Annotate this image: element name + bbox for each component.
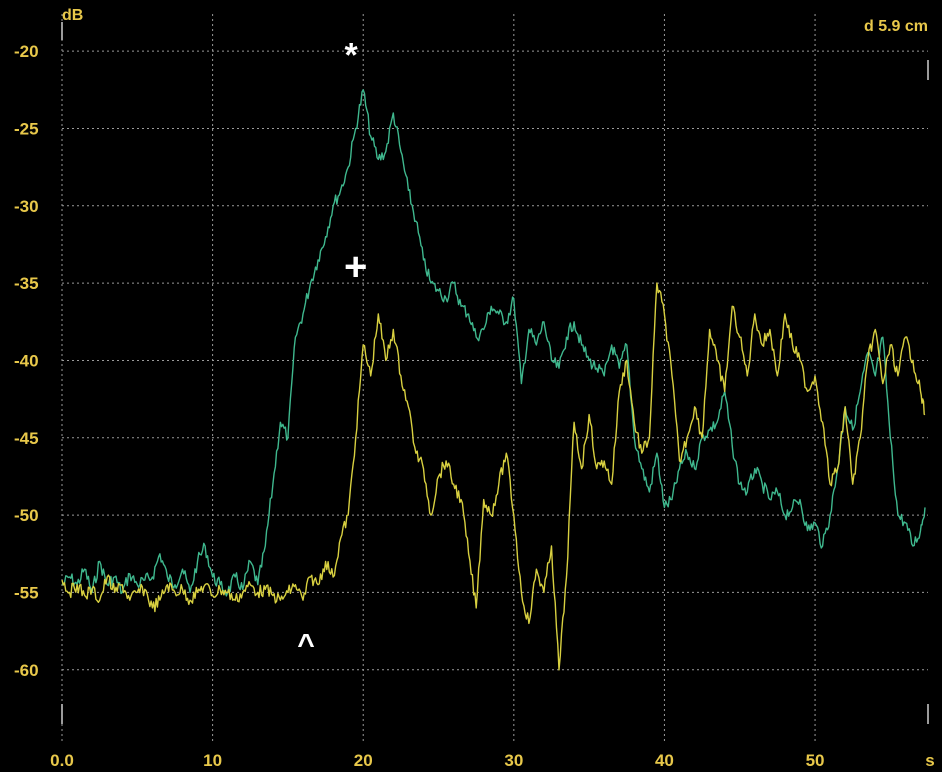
annotation-marker: * — [345, 37, 359, 75]
grid — [61, 14, 928, 744]
x-tick-label: 10 — [203, 751, 222, 770]
x-tick-label: 20 — [354, 751, 373, 770]
y-tick-label: -45 — [14, 429, 39, 448]
axes: dB d 5.9 cm -20 -25 -30 -35 -40 -45 -50 -55 -60 0… — [14, 7, 935, 770]
y-tick-label: -25 — [14, 119, 39, 138]
y-tick-label: -35 — [14, 274, 39, 293]
x-tick-label: 0.0 — [50, 751, 74, 770]
annotations: * + ^ — [297, 37, 367, 662]
y-tick-label: -20 — [14, 42, 39, 61]
x-tick-label: 40 — [655, 751, 674, 770]
y-tick-label: -50 — [14, 506, 39, 525]
x-tick-label: 30 — [504, 751, 523, 770]
x-axis-unit-label: s — [925, 751, 934, 770]
y-axis-label: dB — [62, 7, 83, 24]
series-layer — [61, 89, 926, 671]
distance-readout: d 5.9 cm — [864, 18, 928, 35]
annotation-marker: ^ — [297, 628, 315, 661]
y-tick-label: -60 — [14, 661, 39, 680]
series-line-0 — [61, 89, 926, 597]
y-tick-label: -40 — [14, 351, 39, 370]
x-tick-label: 50 — [806, 751, 825, 770]
series-line-1 — [61, 282, 926, 671]
y-tick-label: -55 — [14, 583, 39, 602]
y-tick-label: -30 — [14, 197, 39, 216]
annotation-marker: + — [344, 245, 367, 289]
